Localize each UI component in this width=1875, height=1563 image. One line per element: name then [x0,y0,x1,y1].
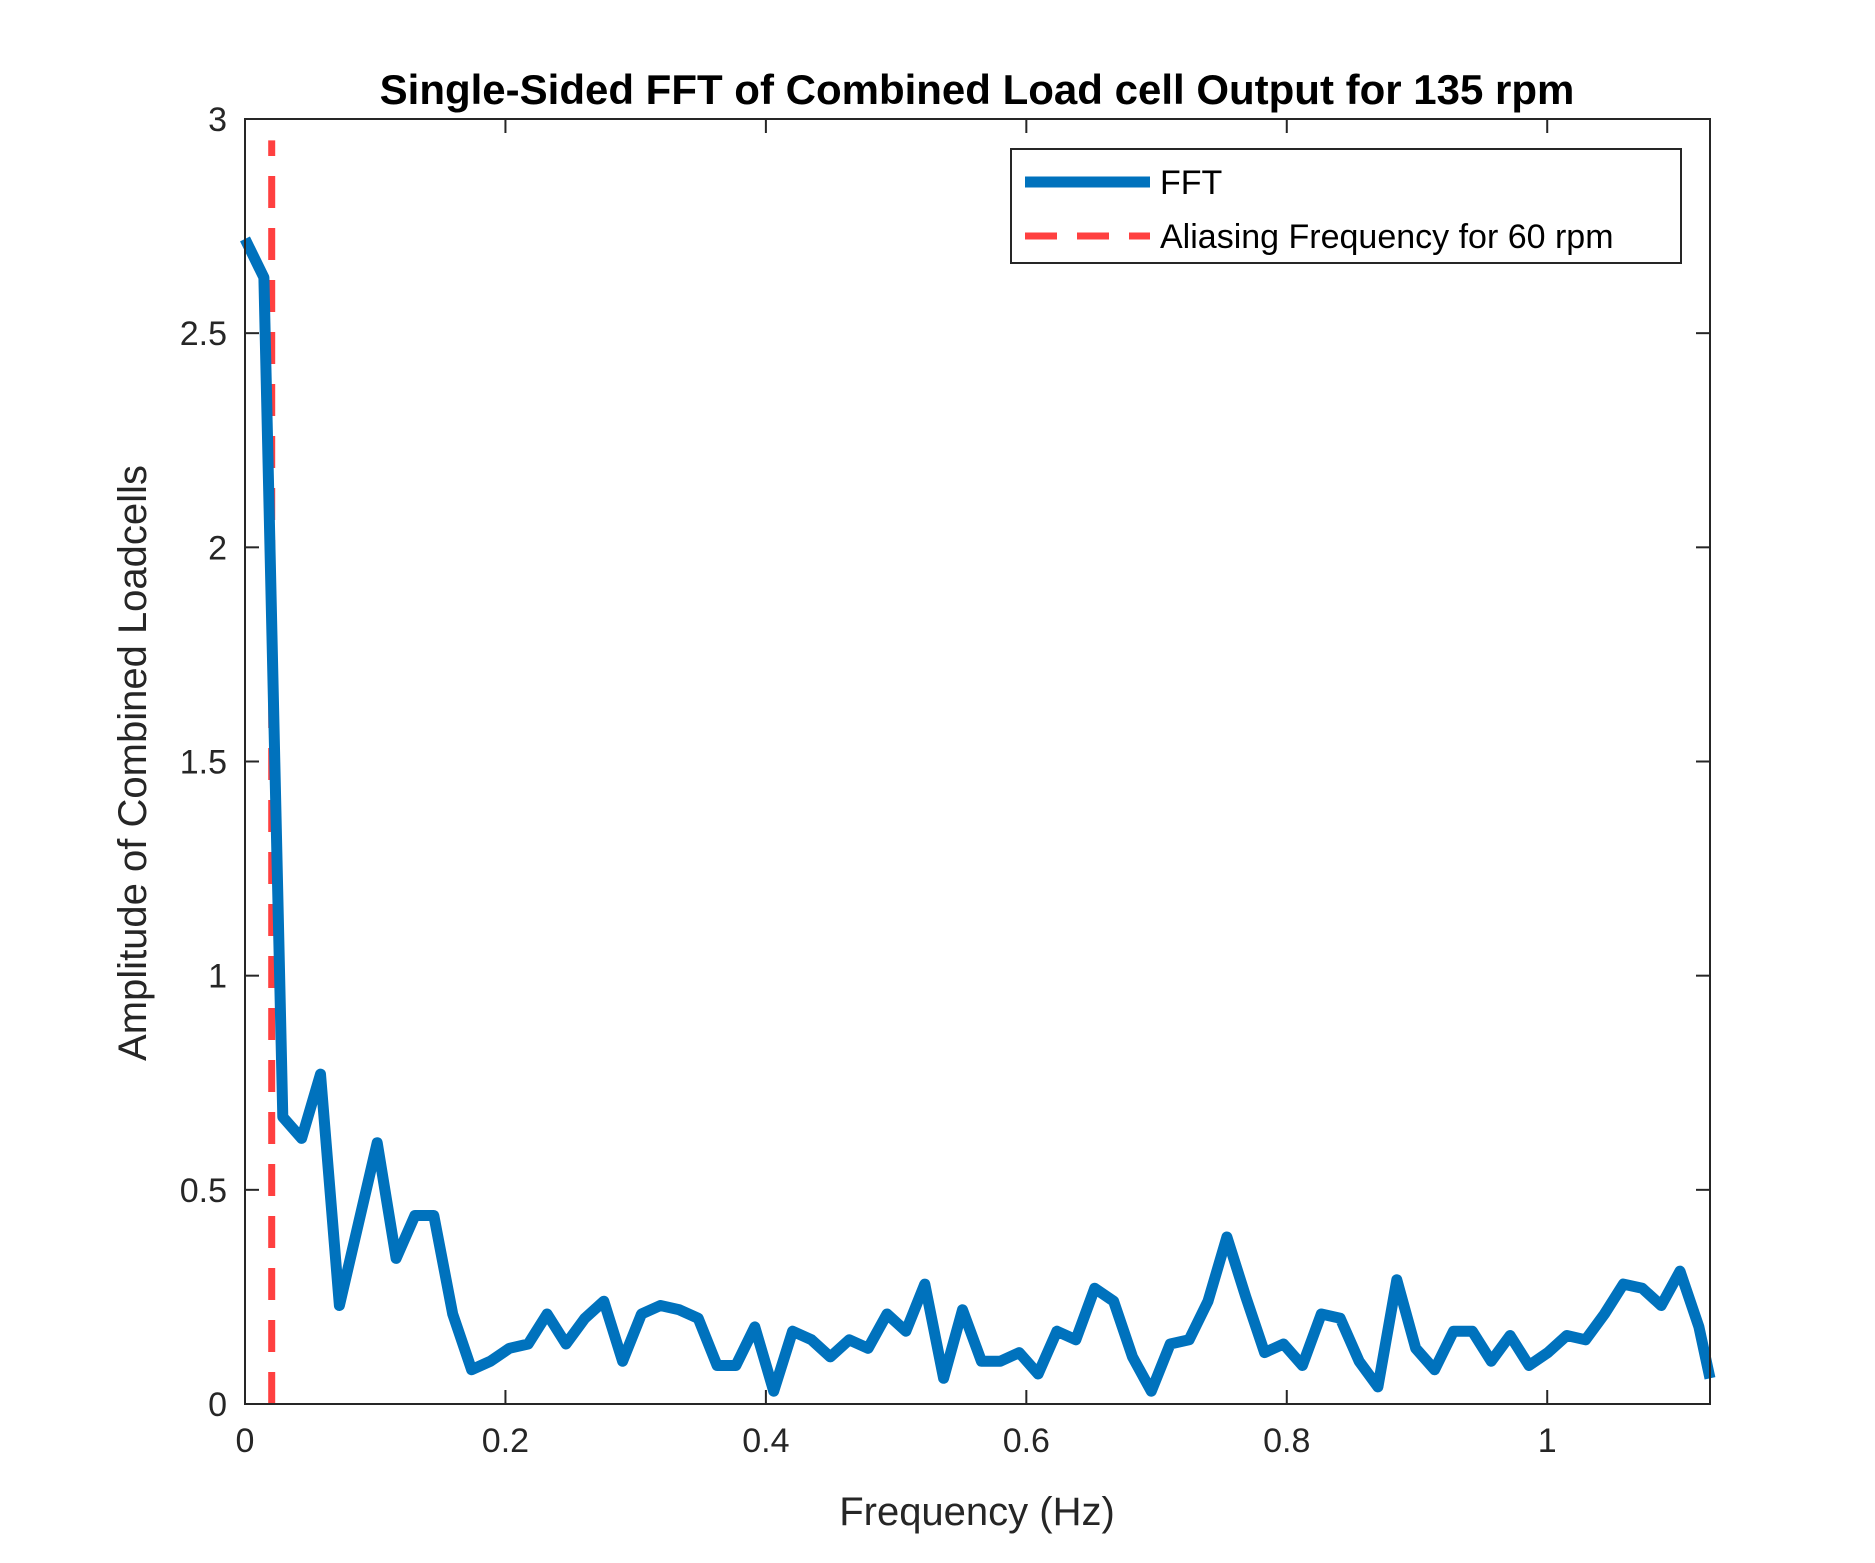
x-tick-label: 1 [1538,1422,1557,1460]
x-tick-label: 0.4 [742,1422,789,1460]
legend-box [1010,148,1682,264]
ticks-layer: 0 0.2 0.4 0.6 0.8 1 0 0.5 1 1.5 2 2.5 3 [180,101,1710,1460]
legend-label-fft: FFT [1160,164,1222,202]
x-tick-label: 0.6 [1003,1422,1050,1460]
y-tick-label: 0 [208,1386,227,1424]
legend: FFT Aliasing Frequency for 60 rpm [1010,148,1682,264]
y-tick-label: 2.5 [180,315,227,353]
y-tick-label: 0.5 [180,1172,227,1210]
x-tick-label: 0.2 [482,1422,529,1460]
series-fft-line [240,236,1716,1397]
series-layer [240,140,1716,1404]
y-tick-label: 1.5 [180,744,227,782]
y-tick-label: 1 [208,958,227,996]
x-tick-label: 0 [236,1422,255,1460]
plot-area [245,119,1710,1404]
y-tick-label: 2 [208,529,227,567]
y-tick-label: 3 [208,101,227,139]
chart-title: Single-Sided FFT of Combined Load cell O… [380,66,1575,113]
x-axis-label: Frequency (Hz) [839,1490,1115,1534]
legend-label-aliasing: Aliasing Frequency for 60 rpm [1160,218,1614,256]
y-axis-label: Amplitude of Combined Loadcells [111,465,155,1061]
x-tick-label: 0.8 [1263,1422,1310,1460]
